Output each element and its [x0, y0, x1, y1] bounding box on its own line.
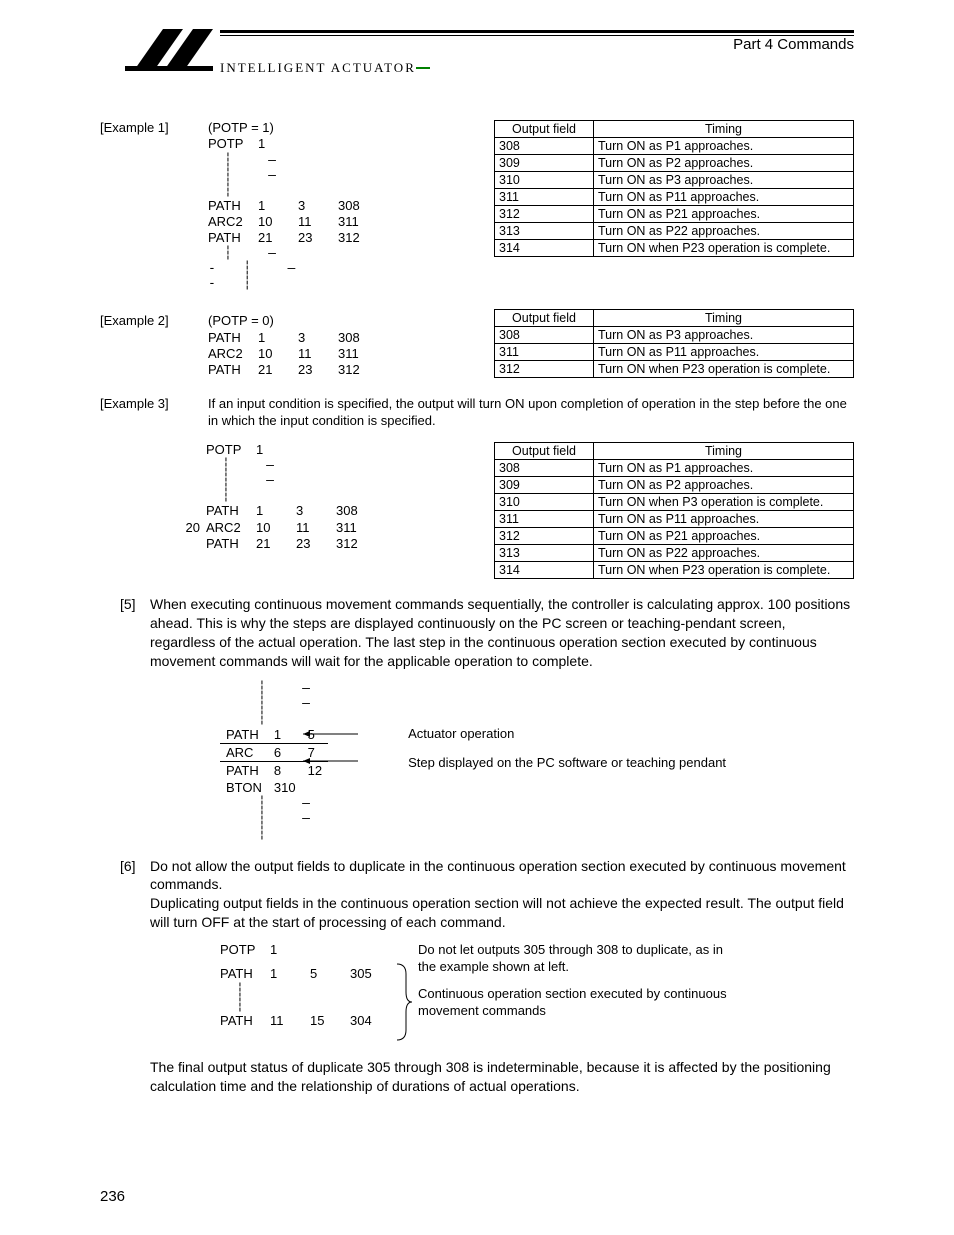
fig5-label1: Actuator operation	[408, 726, 726, 741]
code-row: PATH13308	[208, 198, 378, 214]
fig6-label1: Do not let outputs 305 through 308 to du…	[418, 942, 738, 976]
code-row: PATH13308	[180, 503, 376, 519]
fig6-label2: Continuous operation section executed by…	[418, 986, 738, 1020]
example3-label: [Example 3]	[100, 396, 208, 430]
example1-label: [Example 1]	[100, 120, 208, 291]
code-row: PATH2123312	[180, 536, 376, 552]
figure6: POTP1 PATH15305 ┆ ┆ PATH1115304 Do not l…	[100, 942, 854, 1042]
para5-body: When executing continuous movement comma…	[150, 595, 854, 671]
final-paragraph: The final output status of duplicate 305…	[100, 1058, 854, 1096]
code-row: PATH2123312	[208, 230, 378, 246]
example2-block: [Example 2] (POTP = 0) PATH13308 ARC2101…	[100, 309, 454, 378]
code-row: ARC21011311	[208, 346, 378, 362]
brand-text: INTELLIGENT ACTUATOR	[220, 60, 430, 76]
brace-icon	[396, 962, 412, 1042]
code-row: 20ARC21011311	[180, 520, 376, 536]
timing-table-3: Output fieldTiming 308Turn ON as P1 appr…	[494, 442, 854, 579]
code-row: PATH13308	[208, 330, 378, 346]
para5-tag: [5]	[120, 595, 150, 671]
page-header: Part 4 Commands INTELLIGENT ACTUATOR	[100, 30, 854, 90]
timing-table-2: Output fieldTiming 308Turn ON as P3 appr…	[494, 309, 854, 378]
para6-body2: Duplicating output fields in the continu…	[150, 894, 854, 932]
example1-note: (POTP = 1)	[208, 120, 378, 136]
example1-block: [Example 1] (POTP = 1) POTP1 ┆ – ┆ – ┆ P…	[100, 120, 454, 291]
page-number: 236	[100, 1188, 125, 1205]
figure5: ┆ – ┆ – ┆ PATH15 ARC67 PATH812 BTON310 ┆…	[100, 681, 854, 841]
para6-tag: [6]	[120, 857, 150, 933]
logo	[115, 24, 215, 74]
example3-block: POTP1 ┆ – ┆ – ┆ PATH13308 20ARC21011311 …	[100, 442, 454, 552]
example3-text: If an input condition is specified, the …	[208, 396, 854, 430]
example2-label: [Example 2]	[100, 313, 208, 378]
timing-table-1: Output fieldTiming 308Turn ON as P1 appr…	[494, 120, 854, 257]
code-row: PATH2123312	[208, 362, 378, 378]
example2-note: (POTP = 0)	[208, 313, 378, 329]
fig5-label2: Step displayed on the PC software or tea…	[408, 755, 726, 770]
code-row: ARC21011311	[208, 214, 378, 230]
part-title: Part 4 Commands	[733, 36, 854, 53]
para6-body1: Do not allow the output fields to duplic…	[150, 857, 854, 895]
